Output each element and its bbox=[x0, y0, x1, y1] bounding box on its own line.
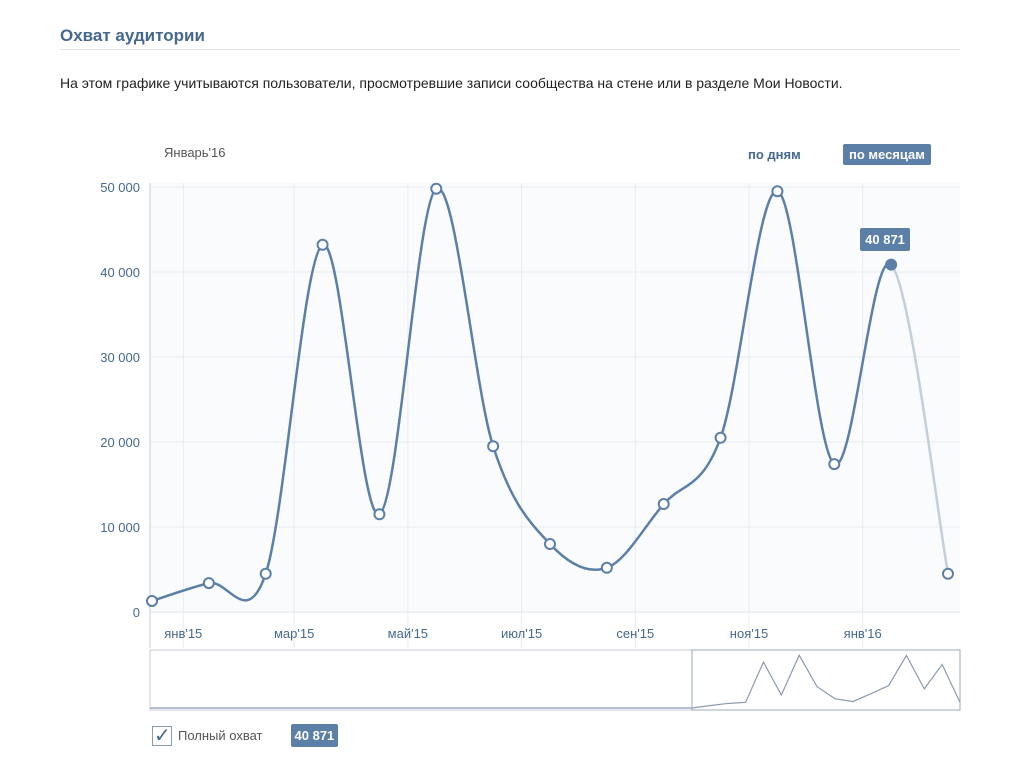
data-point bbox=[146, 594, 158, 607]
data-point bbox=[942, 567, 954, 580]
x-tick-label: янв'15 bbox=[164, 626, 202, 641]
data-point bbox=[259, 567, 272, 580]
y-tick-label: 0 bbox=[133, 605, 140, 620]
data-point bbox=[430, 182, 443, 195]
x-tick-label: янв'16 bbox=[844, 626, 882, 641]
legend-value-badge: 40 871 bbox=[290, 724, 339, 747]
tab-by-months[interactable]: по месяцам bbox=[843, 144, 931, 165]
x-tick-label: июл'15 bbox=[501, 626, 542, 641]
data-point bbox=[714, 431, 727, 444]
tab-by-days[interactable]: по дням bbox=[748, 147, 801, 162]
data-point bbox=[828, 458, 841, 471]
y-tick-label: 30 000 bbox=[100, 350, 140, 365]
section-title: Охват аудитории bbox=[60, 26, 205, 45]
data-point bbox=[657, 498, 670, 511]
navigator-selection[interactable] bbox=[691, 649, 961, 711]
y-tick-label: 20 000 bbox=[100, 435, 140, 450]
y-tick-label: 50 000 bbox=[100, 180, 140, 195]
data-point bbox=[316, 238, 329, 251]
navigator-line bbox=[150, 653, 961, 709]
data-point bbox=[373, 508, 386, 521]
y-tick-label: 10 000 bbox=[100, 520, 140, 535]
data-point bbox=[771, 185, 784, 198]
legend: Полный охват 40 871 bbox=[152, 723, 339, 748]
data-point bbox=[544, 538, 556, 550]
navigator bbox=[149, 649, 961, 711]
x-tick-label: май'15 bbox=[388, 626, 428, 641]
data-point bbox=[487, 440, 500, 453]
x-tick-label: сен'15 bbox=[616, 626, 654, 641]
legend-label: Полный охват bbox=[178, 728, 263, 743]
x-tick-label: мар'15 bbox=[274, 626, 314, 641]
plot-area bbox=[150, 183, 960, 612]
divider bbox=[60, 49, 960, 50]
highlighted-data-point bbox=[885, 258, 898, 271]
data-point bbox=[202, 577, 215, 590]
value-tooltip: 40 871 bbox=[860, 227, 910, 251]
y-tick-label: 40 000 bbox=[100, 265, 140, 280]
data-point bbox=[600, 561, 613, 574]
series-line-tail bbox=[890, 263, 950, 574]
period-label: Январь'16 bbox=[164, 145, 226, 160]
full-reach-checkbox[interactable] bbox=[152, 723, 172, 748]
description: На этом графике учитываются пользователи… bbox=[60, 75, 843, 91]
x-tick-label: ноя'15 bbox=[730, 626, 768, 641]
